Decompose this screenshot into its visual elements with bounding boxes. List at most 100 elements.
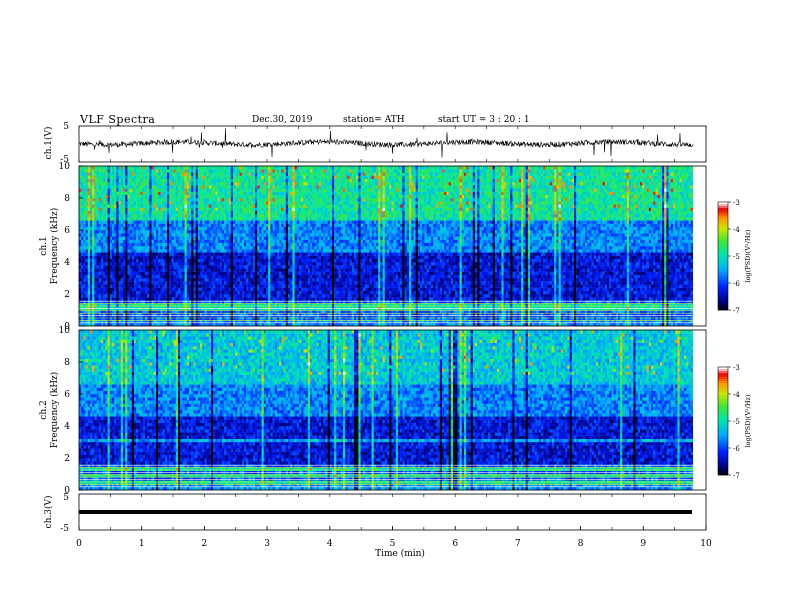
- spectrogram-cell: [262, 272, 264, 275]
- spectrogram-cell: [213, 195, 215, 198]
- spectrogram-cell: [281, 265, 283, 268]
- spectrogram-cell: [196, 208, 198, 211]
- spectrogram-cell: [132, 281, 134, 284]
- spectrogram-cell: [94, 172, 96, 175]
- spectrogram-cell: [143, 217, 145, 220]
- spectrogram-cell: [119, 291, 121, 294]
- spectrogram-cell: [158, 297, 160, 300]
- spectrogram-cell: [242, 220, 244, 223]
- spectrogram-cell: [288, 166, 290, 169]
- spectrogram-cell: [136, 272, 138, 275]
- spectrogram-cell: [273, 233, 275, 236]
- spectrogram-cell: [213, 268, 215, 271]
- spectrogram-cell: [286, 240, 288, 243]
- spectrogram-cell: [182, 192, 184, 195]
- spectrogram-cell: [105, 297, 107, 300]
- spectrogram-cell: [160, 252, 162, 255]
- spectrogram-cell: [165, 179, 167, 182]
- spectrogram-cell: [108, 233, 110, 236]
- spectrogram-cell: [105, 198, 107, 201]
- spectrogram-cell: [149, 246, 151, 249]
- spectrogram-cell: [211, 188, 213, 191]
- spectrogram-cell: [273, 172, 275, 175]
- spectrogram-cell: [222, 195, 224, 198]
- spectrogram-cell: [158, 268, 160, 271]
- spectrogram-cell: [198, 288, 200, 291]
- spectrogram-cell: [251, 294, 253, 297]
- spectrogram-cell: [141, 195, 143, 198]
- spectrogram-cell: [182, 291, 184, 294]
- spectrogram-cell: [284, 214, 286, 217]
- spectrogram-cell: [207, 304, 209, 307]
- spectrogram-cell: [284, 256, 286, 259]
- spectrogram-cell: [92, 268, 94, 271]
- spectrogram-cell: [242, 182, 244, 185]
- spectrogram-cell: [268, 198, 270, 201]
- spectrogram-cell: [244, 249, 246, 252]
- spectrogram-cell: [235, 201, 237, 204]
- spectrogram-cell: [255, 198, 257, 201]
- spectrogram-cell: [154, 220, 156, 223]
- spectrogram-cell: [94, 252, 96, 255]
- spectrogram-cell: [257, 284, 259, 287]
- spectrogram-cell: [154, 275, 156, 278]
- spectrogram-cell: [90, 256, 92, 259]
- spectrogram-cell: [103, 313, 105, 316]
- spectrogram-cell: [149, 272, 151, 275]
- spectrogram-cell: [218, 198, 220, 201]
- spectrogram-cell: [86, 208, 88, 211]
- spectrogram-cell: [281, 243, 283, 246]
- spectrogram-cell: [189, 249, 191, 252]
- spectrogram-cell: [165, 220, 167, 223]
- spectrogram-cell: [284, 268, 286, 271]
- spectrogram-cell: [94, 291, 96, 294]
- spectrogram-cell: [92, 284, 94, 287]
- spectrogram-cell: [147, 256, 149, 259]
- spectrogram-cell: [176, 169, 178, 172]
- spectrogram-cell: [99, 224, 101, 227]
- spectrogram-cell: [240, 208, 242, 211]
- spectrogram-cell: [103, 185, 105, 188]
- spectrogram-cell: [147, 272, 149, 275]
- spectrogram-cell: [90, 259, 92, 262]
- spectrogram-cell: [196, 291, 198, 294]
- spectrogram-cell: [88, 304, 90, 307]
- spectrogram-cell: [229, 272, 231, 275]
- spectrogram-cell: [94, 227, 96, 230]
- spectrogram-cell: [152, 291, 154, 294]
- spectrogram-cell: [235, 169, 237, 172]
- spectrogram-cell: [81, 294, 83, 297]
- spectrogram-cell: [134, 246, 136, 249]
- spectrogram-cell: [244, 252, 246, 255]
- spectrogram-cell: [130, 249, 132, 252]
- spectrogram-cell: [200, 272, 202, 275]
- spectrogram-cell: [222, 204, 224, 207]
- spectrogram-cell: [86, 192, 88, 195]
- spectrogram-cell: [88, 211, 90, 214]
- spectrogram-cell: [237, 252, 239, 255]
- spectrogram-cell: [281, 230, 283, 233]
- spectrogram-cell: [156, 275, 158, 278]
- spectrogram-cell: [143, 198, 145, 201]
- spectrogram-cell: [237, 272, 239, 275]
- spectrogram-cell: [251, 208, 253, 211]
- spectrogram-cell: [90, 284, 92, 287]
- spectrogram-cell: [171, 252, 173, 255]
- spectrogram-cell: [103, 211, 105, 214]
- spectrogram-cell: [207, 217, 209, 220]
- spectrogram-cell: [270, 172, 272, 175]
- spectrogram-cell: [240, 198, 242, 201]
- spectrogram-cell: [229, 313, 231, 316]
- spectrogram-cell: [81, 211, 83, 214]
- spectrogram-cell: [266, 169, 268, 172]
- spectrogram-cell: [266, 240, 268, 243]
- spectrogram-cell: [127, 240, 129, 243]
- spectrogram-cell: [262, 249, 264, 252]
- spectrogram-cell: [160, 243, 162, 246]
- spectrogram-cell: [88, 220, 90, 223]
- spectrogram-cell: [233, 249, 235, 252]
- spectrogram-cell: [141, 265, 143, 268]
- spectrogram-cell: [83, 179, 85, 182]
- spectrogram-cell: [253, 220, 255, 223]
- spectrogram-cell: [165, 272, 167, 275]
